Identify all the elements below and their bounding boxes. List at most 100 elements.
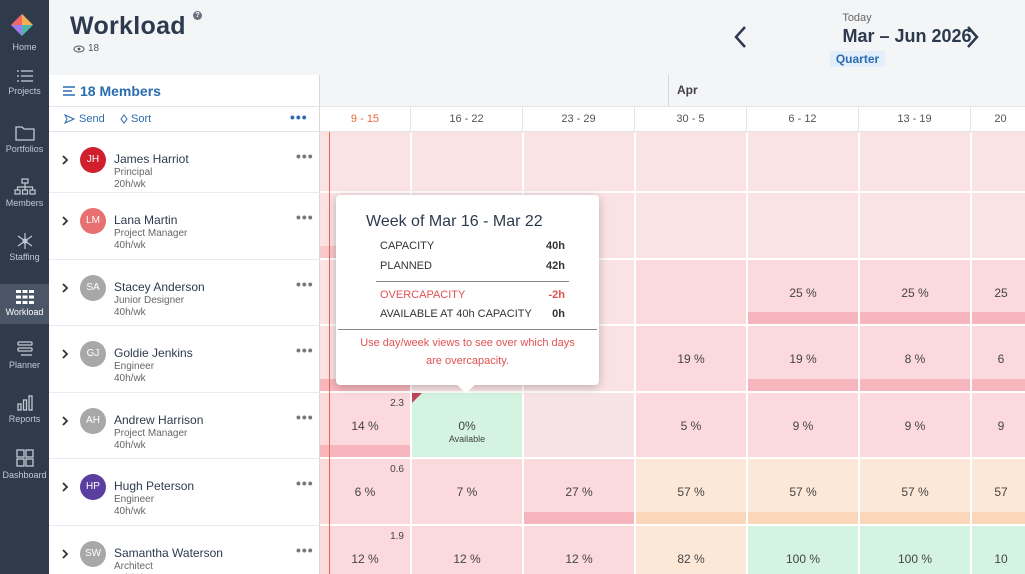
workload-cell[interactable] (636, 193, 748, 260)
workload-cell[interactable]: 12 % 1.9 (320, 526, 412, 574)
workload-cell[interactable]: 7 % (412, 459, 524, 526)
member-more-button[interactable]: ••• (296, 409, 314, 425)
member-more-button[interactable]: ••• (296, 475, 314, 491)
member-row[interactable]: AH Andrew Harrison Project Manager 40h/wk ••… (49, 393, 320, 459)
sidebar-item-dashboard[interactable]: Dashboard (0, 448, 49, 498)
member-row[interactable]: LM Lana Martin Project Manager 40h/wk ••• (49, 193, 320, 260)
member-name: Stacey Anderson (114, 280, 205, 294)
send-button[interactable]: Send (64, 113, 105, 125)
workload-cell[interactable] (748, 132, 860, 193)
menu-icon[interactable] (63, 86, 75, 96)
tooltip-planned-row: PLANNED 42h (380, 260, 565, 272)
sidebar-item-planner[interactable]: Planner (0, 340, 49, 390)
chevron-right-icon[interactable] (61, 282, 69, 294)
member-row[interactable]: HP Hugh Peterson Engineer 40h/wk ••• (49, 459, 320, 526)
week-header: 16 - 22 (411, 107, 523, 132)
workload-cell[interactable]: 9 % (860, 393, 972, 459)
sort-button[interactable]: Sort (120, 113, 151, 125)
planned-bar (972, 379, 1025, 391)
workload-cell[interactable]: 6 (972, 326, 1025, 393)
tooltip-capacity-value: 40h (546, 240, 565, 252)
workload-cell[interactable] (524, 132, 636, 193)
workload-cell[interactable]: 12 % (412, 526, 524, 574)
member-more-button[interactable]: ••• (296, 276, 314, 292)
workload-cell[interactable]: 25 % (860, 260, 972, 326)
today-button[interactable]: Today (842, 12, 872, 24)
member-row[interactable]: SA Stacey Anderson Junior Designer 40h/wk ••… (49, 260, 320, 326)
workload-cell[interactable]: 9 (972, 393, 1025, 459)
workload-cell[interactable]: 57 (972, 459, 1025, 526)
workload-cell[interactable]: 8 % (860, 326, 972, 393)
next-period-arrow-icon[interactable] (960, 24, 984, 50)
help-icon[interactable]: ? (193, 11, 202, 20)
chevron-right-icon[interactable] (61, 481, 69, 493)
workload-cell[interactable] (636, 260, 748, 326)
member-more-button[interactable]: ••• (296, 148, 314, 164)
workload-cell[interactable]: 100 % (860, 526, 972, 574)
sidebar-item-reports[interactable]: Reports (0, 394, 49, 444)
workload-cell[interactable]: 57 % (860, 459, 972, 526)
workload-cell[interactable]: 14 % 2.3 (320, 393, 412, 459)
workload-cell[interactable]: 5 % (636, 393, 748, 459)
workload-cell[interactable] (636, 132, 748, 193)
week-header: 6 - 12 (747, 107, 859, 132)
workload-cell[interactable] (412, 132, 524, 193)
sidebar-item-projects[interactable]: Projects (0, 68, 49, 118)
workload-cell[interactable]: 25 % (748, 260, 860, 326)
chevron-right-icon[interactable] (61, 548, 69, 560)
chevron-right-icon[interactable] (61, 215, 69, 227)
member-name: Andrew Harrison (114, 413, 204, 427)
planned-bar (972, 312, 1025, 324)
chevron-right-icon[interactable] (61, 154, 69, 166)
workload-cell[interactable]: 27 % (524, 459, 636, 526)
members-title[interactable]: 18 Members (80, 83, 161, 99)
member-row[interactable]: JH James Harriot Principal 20h/wk ••• (49, 132, 320, 193)
member-more-button[interactable]: ••• (296, 209, 314, 225)
workload-cell[interactable] (524, 393, 636, 459)
prev-period-arrow-icon[interactable] (729, 24, 753, 50)
week-header: 20 (971, 107, 1025, 132)
member-more-button[interactable]: ••• (296, 342, 314, 358)
hours-value: 0.6 (390, 464, 404, 475)
send-label: Send (79, 113, 105, 125)
workload-cell[interactable] (860, 132, 972, 193)
workload-percent: 27 % (565, 485, 593, 499)
date-range: Mar – Jun 2026 (842, 26, 972, 46)
sidebar-item-members[interactable]: Members (0, 178, 49, 228)
workload-cell[interactable]: 6 % 0.6 (320, 459, 412, 526)
workload-cell[interactable]: 12 % (524, 526, 636, 574)
hours-value: 1.9 (390, 531, 404, 542)
sidebar-item-portfolios[interactable]: Portfolios (0, 124, 49, 174)
tooltip-divider-2 (338, 329, 597, 330)
member-row[interactable]: GJ Goldie Jenkins Engineer 40h/wk ••• (49, 326, 320, 393)
sidebar-item-home[interactable]: Home (0, 0, 49, 52)
workload-cell[interactable]: 19 % (636, 326, 748, 393)
workload-cell[interactable]: 57 % (748, 459, 860, 526)
workload-percent: 25 % (901, 286, 929, 300)
workload-cell[interactable] (860, 193, 972, 260)
view-mode-quarter[interactable]: Quarter (830, 51, 885, 67)
workload-cell[interactable]: 19 % (748, 326, 860, 393)
workload-cell[interactable]: 57 % (636, 459, 748, 526)
member-more-button[interactable]: ••• (296, 542, 314, 558)
workload-cell[interactable]: 10 (972, 526, 1025, 574)
workload-cell[interactable]: 9 % (748, 393, 860, 459)
workload-cell[interactable] (972, 132, 1025, 193)
workload-percent: 19 % (677, 352, 705, 366)
workload-cell[interactable] (972, 193, 1025, 260)
workload-cell[interactable] (320, 132, 412, 193)
more-options-button[interactable]: ••• (290, 109, 308, 125)
chevron-right-icon[interactable] (61, 415, 69, 427)
sidebar-label-reports: Reports (8, 414, 41, 424)
workload-cell[interactable]: 25 (972, 260, 1025, 326)
workload-cell[interactable] (748, 193, 860, 260)
workload-cell[interactable]: 0% Available (412, 393, 524, 459)
today-line (329, 132, 330, 574)
sidebar-item-staffing[interactable]: Staffing (0, 232, 49, 282)
workload-cell[interactable]: 100 % (748, 526, 860, 574)
chevron-right-icon[interactable] (61, 348, 69, 360)
sidebar-item-workload[interactable]: Workload (0, 284, 49, 324)
workload-cell[interactable]: 82 % (636, 526, 748, 574)
